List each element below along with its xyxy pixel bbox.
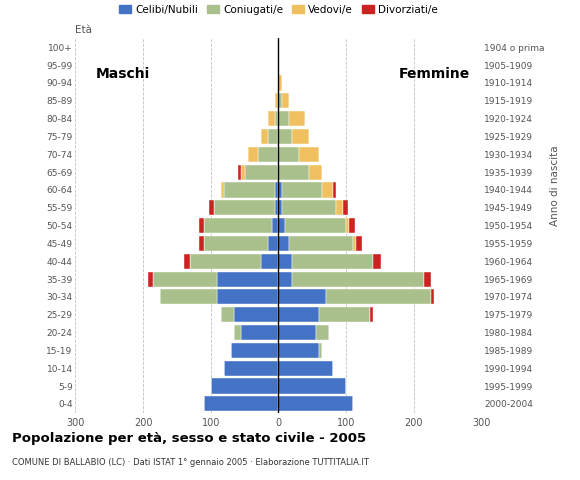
Bar: [322, 182, 332, 198]
Bar: [288, 236, 353, 251]
Bar: [346, 218, 349, 233]
Bar: [241, 165, 245, 180]
Bar: [316, 325, 329, 340]
Bar: [278, 253, 292, 269]
Bar: [262, 253, 278, 269]
Bar: [278, 272, 292, 287]
Bar: [275, 182, 278, 198]
Bar: [282, 200, 336, 216]
Bar: [285, 218, 346, 233]
Bar: [292, 129, 309, 144]
Bar: [190, 253, 262, 269]
Bar: [278, 396, 353, 411]
Bar: [218, 289, 278, 304]
Legend: Celibi/Nubili, Coniugati/e, Vedovi/e, Divorziati/e: Celibi/Nubili, Coniugati/e, Vedovi/e, Di…: [115, 0, 442, 19]
Bar: [204, 218, 271, 233]
Text: Età: Età: [75, 25, 92, 35]
Bar: [221, 182, 224, 198]
Bar: [278, 325, 316, 340]
Bar: [238, 165, 241, 180]
Bar: [288, 111, 306, 126]
Bar: [204, 396, 278, 411]
Bar: [198, 236, 204, 251]
Bar: [148, 272, 153, 287]
Bar: [231, 343, 278, 358]
Bar: [292, 272, 424, 287]
Text: Popolazione per età, sesso e stato civile - 2005: Popolazione per età, sesso e stato civil…: [12, 432, 366, 445]
Bar: [309, 165, 322, 180]
Bar: [282, 182, 322, 198]
Bar: [278, 182, 282, 198]
Bar: [241, 325, 278, 340]
Bar: [278, 75, 282, 91]
Bar: [153, 272, 218, 287]
Bar: [221, 307, 234, 323]
Text: Femmine: Femmine: [398, 67, 470, 81]
Bar: [275, 200, 278, 216]
Bar: [356, 236, 362, 251]
Bar: [204, 236, 268, 251]
Bar: [319, 343, 322, 358]
Bar: [326, 289, 430, 304]
Bar: [248, 147, 258, 162]
Bar: [278, 200, 282, 216]
Bar: [224, 182, 275, 198]
Bar: [278, 218, 285, 233]
Bar: [198, 218, 204, 233]
Bar: [278, 165, 309, 180]
Bar: [234, 325, 241, 340]
Bar: [160, 289, 218, 304]
Bar: [258, 147, 278, 162]
Bar: [332, 182, 336, 198]
Bar: [278, 378, 346, 394]
Bar: [275, 93, 278, 108]
Bar: [278, 307, 319, 323]
Bar: [319, 307, 370, 323]
Bar: [343, 200, 348, 216]
Text: Maschi: Maschi: [96, 67, 150, 81]
Bar: [299, 147, 319, 162]
Bar: [278, 147, 299, 162]
Bar: [268, 236, 278, 251]
Bar: [370, 307, 373, 323]
Bar: [424, 272, 430, 287]
Bar: [224, 360, 278, 376]
Bar: [268, 129, 278, 144]
Bar: [373, 253, 381, 269]
Bar: [271, 218, 278, 233]
Bar: [262, 129, 268, 144]
Bar: [278, 111, 288, 126]
Bar: [214, 200, 275, 216]
Bar: [184, 253, 190, 269]
Bar: [209, 200, 214, 216]
Bar: [278, 236, 288, 251]
Bar: [245, 165, 278, 180]
Bar: [278, 343, 319, 358]
Bar: [278, 289, 326, 304]
Bar: [353, 236, 356, 251]
Bar: [282, 93, 288, 108]
Bar: [430, 289, 434, 304]
Bar: [278, 93, 282, 108]
Bar: [268, 111, 275, 126]
Bar: [278, 360, 332, 376]
Bar: [218, 272, 278, 287]
Y-axis label: Anno di nascita: Anno di nascita: [550, 145, 560, 226]
Text: COMUNE DI BALLABIO (LC) · Dati ISTAT 1° gennaio 2005 · Elaborazione TUTTITALIA.I: COMUNE DI BALLABIO (LC) · Dati ISTAT 1° …: [12, 458, 368, 468]
Bar: [275, 111, 278, 126]
Bar: [234, 307, 278, 323]
Bar: [349, 218, 355, 233]
Bar: [211, 378, 278, 394]
Bar: [336, 200, 343, 216]
Bar: [278, 129, 292, 144]
Bar: [292, 253, 373, 269]
